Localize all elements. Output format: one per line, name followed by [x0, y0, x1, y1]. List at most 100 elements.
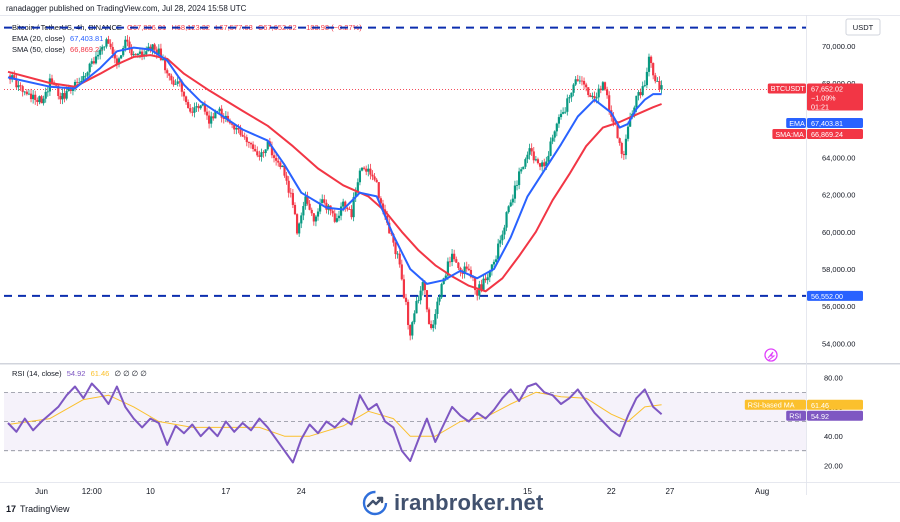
rsi-legend[interactable]: RSI (14, close) 54.92 61.46 ∅ ∅ ∅ ∅: [12, 369, 147, 378]
candle-up[interactable]: [396, 253, 399, 255]
candle-up[interactable]: [597, 88, 600, 98]
candle-down[interactable]: [92, 61, 95, 64]
candle-down[interactable]: [233, 124, 236, 130]
candle-up[interactable]: [260, 152, 263, 157]
candle-down[interactable]: [390, 233, 393, 235]
candle-down[interactable]: [654, 75, 657, 82]
candle-down[interactable]: [371, 174, 374, 177]
rsi-line[interactable]: [7, 382, 663, 464]
candle-down[interactable]: [608, 95, 611, 111]
candle-down[interactable]: [465, 266, 468, 269]
candle-down[interactable]: [593, 96, 596, 99]
candle-down[interactable]: [406, 301, 410, 325]
candle-down[interactable]: [576, 79, 579, 81]
candle-down[interactable]: [115, 58, 119, 65]
candle-up[interactable]: [176, 81, 179, 84]
candle-up[interactable]: [528, 148, 531, 155]
candle-down[interactable]: [622, 153, 625, 156]
candle-down[interactable]: [392, 234, 395, 243]
sma-legend[interactable]: SMA (50, close) 66,869.24: [12, 45, 103, 54]
candle-down[interactable]: [57, 85, 60, 96]
candle-down[interactable]: [241, 134, 244, 137]
candle-up[interactable]: [450, 253, 454, 262]
candle-up[interactable]: [61, 93, 64, 100]
candle-up[interactable]: [591, 96, 594, 98]
candle-up[interactable]: [44, 91, 47, 99]
candle-up[interactable]: [90, 61, 93, 64]
candle-up[interactable]: [314, 216, 318, 222]
candle-up[interactable]: [568, 97, 571, 99]
candle-down[interactable]: [618, 138, 621, 143]
candle-down[interactable]: [599, 88, 602, 91]
support-level-label[interactable]: 56,552.00: [807, 290, 863, 301]
candle-down[interactable]: [275, 157, 278, 161]
candle-down[interactable]: [251, 144, 255, 149]
candle-down[interactable]: [113, 53, 116, 59]
candle-down[interactable]: [249, 142, 253, 145]
candle-down[interactable]: [582, 80, 586, 85]
candle-down[interactable]: [289, 192, 292, 194]
candle-down[interactable]: [639, 92, 642, 96]
candle-down[interactable]: [166, 70, 169, 74]
candle-down[interactable]: [155, 49, 158, 55]
candle-up[interactable]: [210, 116, 213, 124]
candle-up[interactable]: [124, 39, 127, 49]
candle-down[interactable]: [128, 41, 131, 49]
candle-up[interactable]: [174, 83, 177, 85]
candle-down[interactable]: [164, 59, 167, 71]
candle-down[interactable]: [287, 180, 290, 193]
candle-down[interactable]: [178, 81, 181, 83]
candle-up[interactable]: [48, 78, 51, 92]
candle-down[interactable]: [283, 165, 286, 176]
candle-down[interactable]: [333, 213, 336, 222]
candle-up[interactable]: [199, 105, 202, 109]
candle-up[interactable]: [122, 48, 125, 56]
candle-up[interactable]: [86, 72, 89, 76]
candle-up[interactable]: [643, 85, 646, 87]
candle-down[interactable]: [605, 89, 609, 96]
candle-up[interactable]: [518, 171, 521, 186]
candle-down[interactable]: [153, 44, 156, 50]
candle-up[interactable]: [99, 49, 102, 55]
candle-down[interactable]: [29, 93, 33, 100]
candle-down[interactable]: [191, 111, 194, 113]
candle-up[interactable]: [80, 80, 83, 83]
candle-up[interactable]: [264, 149, 267, 154]
candle-down[interactable]: [369, 168, 372, 175]
candle-up[interactable]: [201, 103, 204, 106]
candle-down[interactable]: [239, 129, 242, 135]
candle-up[interactable]: [541, 162, 544, 167]
candle-up[interactable]: [342, 201, 345, 207]
candle-down[interactable]: [247, 142, 250, 143]
candle-down[interactable]: [398, 253, 401, 265]
candle-down[interactable]: [111, 46, 114, 54]
candle-up[interactable]: [444, 275, 447, 279]
candle-up[interactable]: [463, 266, 466, 274]
candle-up[interactable]: [78, 82, 81, 84]
candle-down[interactable]: [21, 86, 24, 92]
candle-up[interactable]: [624, 138, 628, 156]
candle-up[interactable]: [492, 261, 496, 265]
candle-up[interactable]: [214, 111, 217, 119]
candle-up[interactable]: [67, 87, 70, 92]
candle-down[interactable]: [530, 148, 533, 152]
candle-up[interactable]: [522, 166, 525, 170]
candle-up[interactable]: [103, 46, 106, 48]
candle-down[interactable]: [180, 82, 183, 92]
candle-up[interactable]: [302, 206, 305, 216]
candle-up[interactable]: [488, 271, 491, 278]
candle-down[interactable]: [344, 201, 347, 208]
candle-up[interactable]: [432, 324, 435, 329]
candle-down[interactable]: [427, 309, 431, 325]
candle-down[interactable]: [34, 94, 37, 101]
candle-up[interactable]: [513, 185, 517, 199]
candle-up[interactable]: [505, 212, 508, 228]
candle-up[interactable]: [65, 91, 68, 99]
candle-up[interactable]: [545, 161, 548, 167]
candle-down[interactable]: [220, 108, 223, 118]
candle-up[interactable]: [335, 218, 338, 222]
candle-down[interactable]: [126, 39, 129, 42]
candle-up[interactable]: [356, 182, 359, 193]
candle-up[interactable]: [501, 234, 504, 241]
candle-up[interactable]: [132, 54, 135, 56]
